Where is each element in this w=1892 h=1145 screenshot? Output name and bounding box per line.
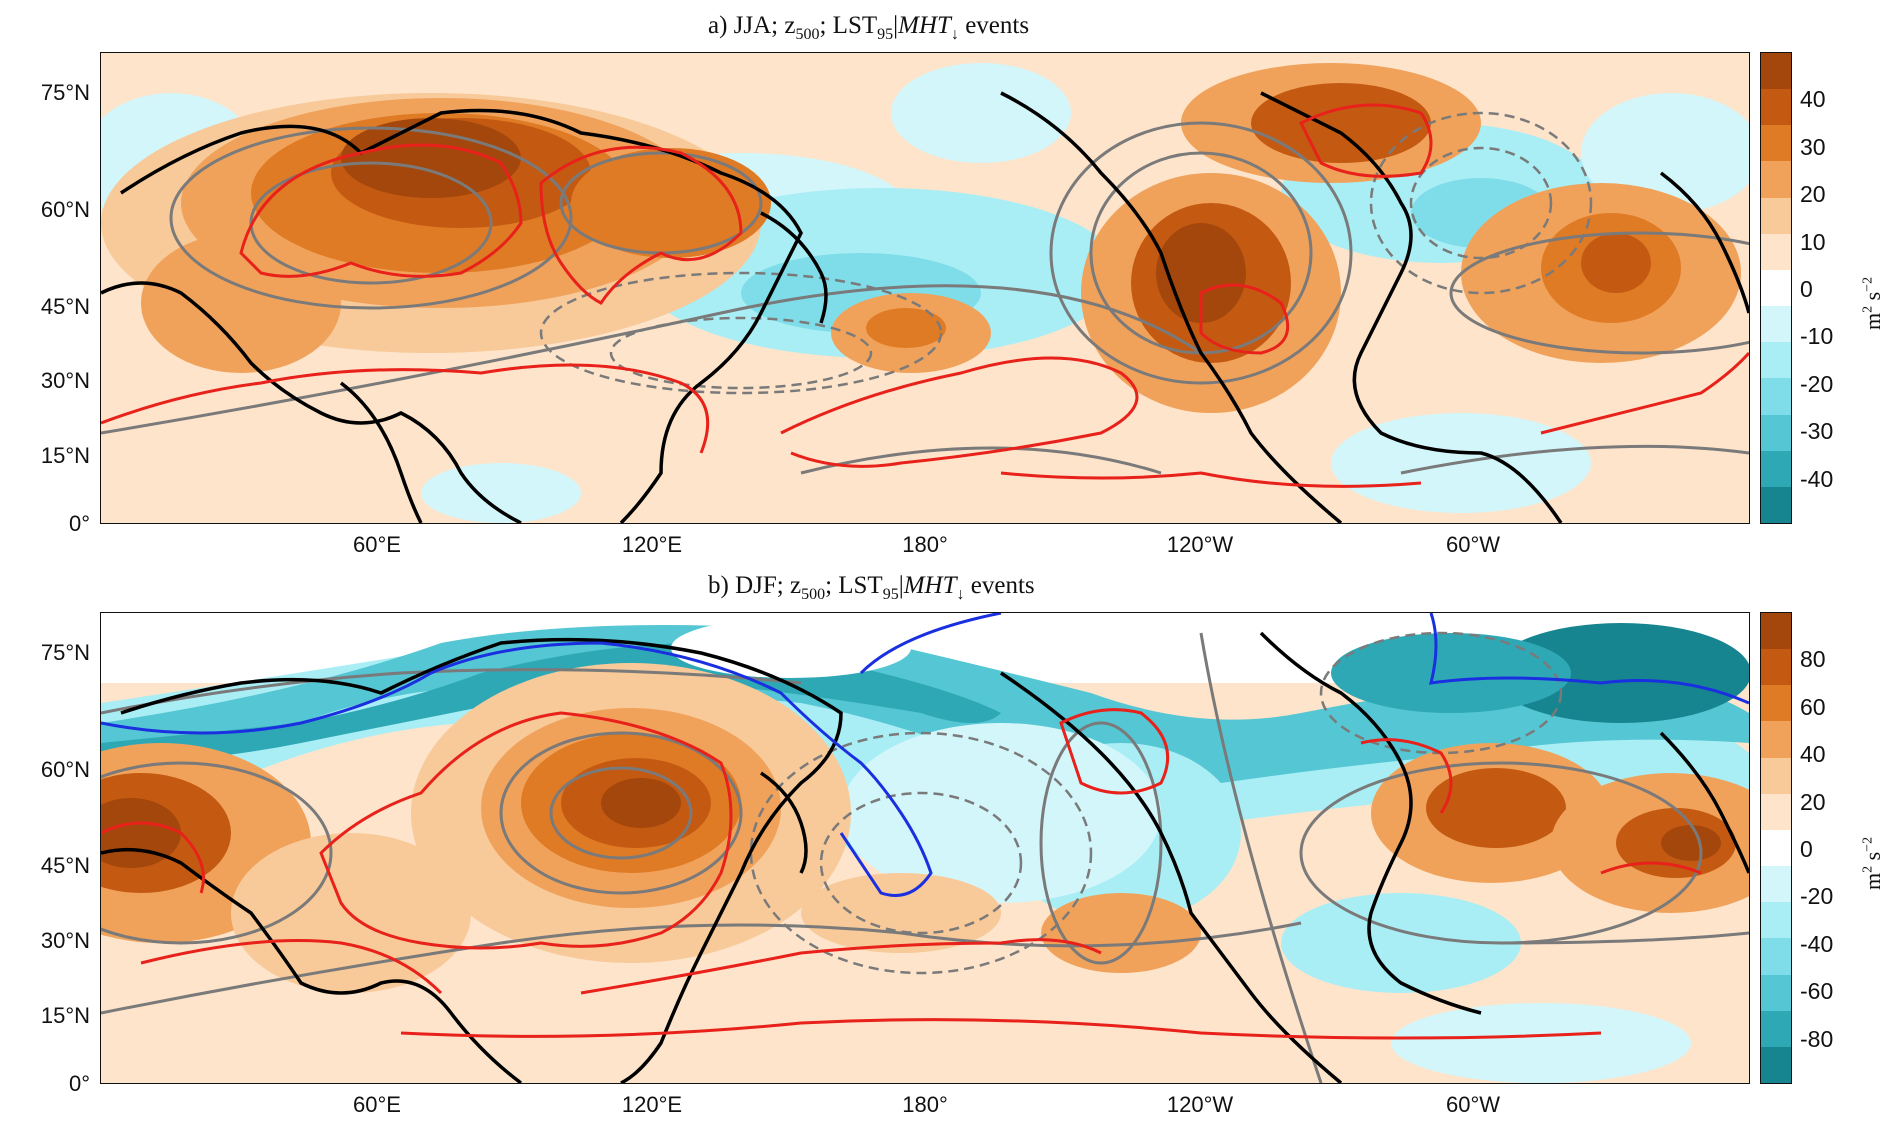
colorbar-segment bbox=[1761, 378, 1791, 416]
panel-b-colorbar-tick: 60 bbox=[1800, 694, 1826, 720]
colorbar-segment bbox=[1761, 721, 1791, 759]
panel-b-lon-label: 120°E bbox=[621, 1092, 683, 1117]
panel-b-map-svg bbox=[101, 613, 1749, 1083]
panel-b-lat-label: 0° bbox=[68, 1071, 90, 1096]
panel-a-lon-label: 180° bbox=[902, 532, 948, 557]
panel-b-positive-anomaly-fill bbox=[101, 663, 1749, 993]
colorbar-segment bbox=[1761, 342, 1791, 379]
panel-a-colorbar-tick: -40 bbox=[1800, 466, 1834, 492]
panel-b-colorbar-tick: -60 bbox=[1800, 978, 1834, 1004]
panel-a-lat-label: 45°N bbox=[40, 294, 90, 319]
panel-a-title: a) JJA; z500; LST95|MHT↓ events bbox=[708, 12, 1030, 43]
panel-a-lon-label: 60°W bbox=[1445, 532, 1501, 557]
panel-b-positive-significance-outlines bbox=[101, 708, 1702, 1040]
colorbar-segment bbox=[1761, 125, 1791, 162]
panel-a-lon-label: 120°E bbox=[621, 532, 683, 557]
panel-b-colorbar-tick: -20 bbox=[1800, 883, 1834, 909]
panel-a-colorbar-tick: 10 bbox=[1800, 229, 1826, 255]
panel-b-lat-label: 15°N bbox=[40, 1003, 90, 1028]
panel-b-lon-label: 120°W bbox=[1166, 1092, 1234, 1117]
colorbar-segment bbox=[1761, 269, 1791, 307]
panel-a-lat-label: 75°N bbox=[40, 80, 90, 105]
panel-a-colorbar-tick: -20 bbox=[1800, 371, 1834, 397]
colorbar-segment bbox=[1761, 89, 1791, 126]
panel-b-z500-contours bbox=[101, 632, 1749, 1083]
colorbar-segment bbox=[1761, 414, 1791, 452]
panel-a-colorbar-tick: 20 bbox=[1800, 181, 1826, 207]
panel-b-lat-label: 75°N bbox=[40, 640, 90, 665]
colorbar-segment bbox=[1761, 902, 1791, 939]
colorbar-segment bbox=[1761, 685, 1791, 722]
colorbar-segment bbox=[1761, 197, 1791, 235]
colorbar-segment bbox=[1761, 306, 1791, 343]
colorbar-segment bbox=[1761, 829, 1791, 867]
panel-a-colorbar-tick: -30 bbox=[1800, 418, 1834, 444]
colorbar-segment bbox=[1761, 793, 1791, 831]
panel-a-colorbar-tick: 0 bbox=[1800, 276, 1813, 302]
colorbar-segment bbox=[1761, 938, 1791, 976]
panel-a-lon-label: 120°W bbox=[1166, 532, 1234, 557]
colorbar-segment bbox=[1761, 450, 1791, 488]
panel-b-lat-label: 60°N bbox=[40, 757, 90, 782]
panel-b-negative-significance-outlines bbox=[101, 613, 1749, 897]
panel-b-lon-label: 60°E bbox=[353, 1092, 401, 1117]
colorbar-segment bbox=[1761, 486, 1791, 524]
colorbar-segment bbox=[1761, 1046, 1791, 1084]
panel-a-colorbar-tick: -10 bbox=[1800, 323, 1834, 349]
panel-a-colorbar-tick: 30 bbox=[1800, 134, 1826, 160]
panel-b-colorbar-tick: 80 bbox=[1800, 646, 1826, 672]
panel-a-colorbar-unit: m2 s−2 bbox=[1860, 276, 1885, 330]
panel-b-title: b) DJF; z500; LST95|MHT↓ events bbox=[708, 572, 1035, 603]
panel-b-colorbar-tick: -80 bbox=[1800, 1026, 1834, 1052]
panel-a-lat-label: 15°N bbox=[40, 443, 90, 468]
panel-a-lon-label: 60°E bbox=[353, 532, 401, 557]
panel-b-map bbox=[100, 612, 1750, 1084]
colorbar-segment bbox=[1761, 613, 1791, 650]
panel-b-colorbar bbox=[1760, 612, 1792, 1084]
panel-b-colorbar-tick: 40 bbox=[1800, 741, 1826, 767]
panel-b-colorbar-tick: 0 bbox=[1800, 836, 1813, 862]
panel-a-map bbox=[100, 52, 1750, 524]
colorbar-segment bbox=[1761, 161, 1791, 199]
panel-a-colorbar bbox=[1760, 52, 1792, 524]
panel-b-colorbar-unit: m2 s−2 bbox=[1860, 836, 1885, 890]
colorbar-segment bbox=[1761, 974, 1791, 1012]
panel-a-z500-contours bbox=[101, 121, 1749, 475]
colorbar-segment bbox=[1761, 757, 1791, 795]
panel-b-lat-label: 30°N bbox=[40, 928, 90, 953]
panel-b-coastlines bbox=[101, 631, 1749, 1083]
colorbar-segment bbox=[1761, 649, 1791, 686]
colorbar-segment bbox=[1761, 1010, 1791, 1048]
panel-a-positive-anomaly-fill bbox=[101, 63, 1741, 413]
panel-b-lon-label: 60°W bbox=[1445, 1092, 1501, 1117]
panel-b-lat-label: 45°N bbox=[40, 853, 90, 878]
panel-a-lat-label: 60°N bbox=[40, 197, 90, 222]
panel-a-significance-outlines bbox=[101, 103, 1749, 488]
colorbar-segment bbox=[1761, 866, 1791, 903]
colorbar-segment bbox=[1761, 233, 1791, 271]
panel-b-lon-label: 180° bbox=[902, 1092, 948, 1117]
panel-a-z500-contours-negative bbox=[539, 111, 1593, 395]
panel-a-map-svg bbox=[101, 53, 1749, 523]
panel-a-lat-label: 0° bbox=[68, 511, 90, 536]
panel-a-lat-label: 30°N bbox=[40, 368, 90, 393]
panel-b-colorbar-tick: 20 bbox=[1800, 789, 1826, 815]
panel-a-colorbar-tick: 40 bbox=[1800, 86, 1826, 112]
panel-b-colorbar-tick: -40 bbox=[1800, 931, 1834, 957]
colorbar-segment bbox=[1761, 53, 1791, 90]
